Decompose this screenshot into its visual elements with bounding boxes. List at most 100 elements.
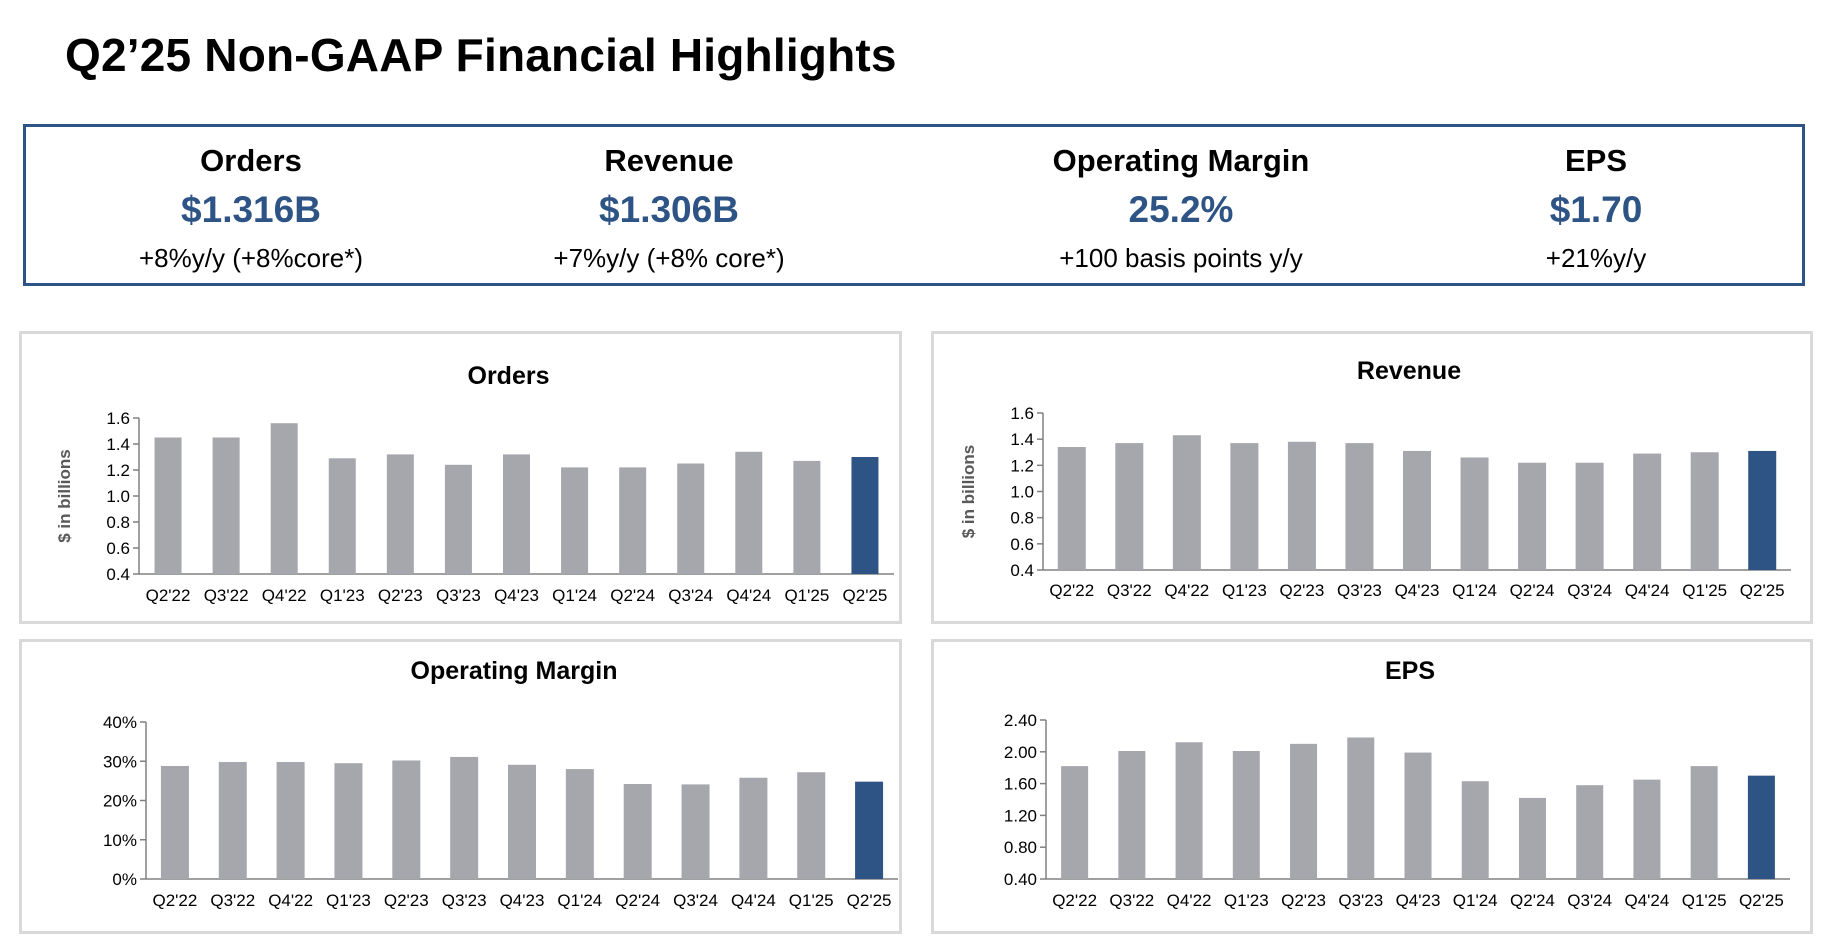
- eps-y-tick-label: 2.00: [1004, 743, 1037, 762]
- orders-y-tick-label: 0.8: [106, 513, 130, 532]
- kpi-summary-box: Orders $1.316B +8%y/y (+8%core*) Revenue…: [23, 124, 1805, 286]
- kpi-eps-change: +21%y/y: [1545, 243, 1647, 273]
- orders-bar-Q422: [270, 423, 298, 574]
- operating-margin-x-tick-label: Q2'22: [153, 891, 198, 910]
- operating-margin-bar-Q124: [565, 769, 594, 879]
- orders-x-tick-label: Q3'24: [668, 586, 713, 605]
- revenue-x-tick-label: Q2'24: [1510, 581, 1555, 600]
- orders-y-tick-label: 0.6: [106, 539, 130, 558]
- revenue-y-axis-label: $ in billions: [959, 445, 978, 539]
- eps-bar-Q323: [1347, 737, 1375, 879]
- orders-bar-Q423: [503, 454, 530, 574]
- revenue-x-tick-label: Q4'24: [1625, 581, 1670, 600]
- orders-x-tick-label: Q4'24: [726, 586, 771, 605]
- eps-x-tick-label: Q4'23: [1396, 891, 1441, 910]
- orders-bar-Q225: [851, 457, 879, 574]
- revenue-y-tick-label: 0.8: [1010, 509, 1034, 528]
- kpi-orders-value: $1.316B: [181, 189, 321, 230]
- eps-y-tick-label: 1.20: [1004, 806, 1037, 825]
- operating-margin-x-tick-label: Q1'23: [326, 891, 371, 910]
- orders-bar-Q224: [619, 467, 647, 574]
- kpi-revenue-label: Revenue: [604, 143, 734, 178]
- kpi-operating-margin-value: 25.2%: [1128, 189, 1234, 230]
- revenue-bar-Q222: [1057, 447, 1086, 570]
- orders-x-tick-label: Q2'25: [843, 586, 888, 605]
- revenue-x-tick-label: Q4'23: [1395, 581, 1440, 600]
- eps-y-tick-label: 2.40: [1004, 711, 1037, 730]
- orders-x-tick-label: Q2'24: [610, 586, 655, 605]
- orders-bar-Q223: [386, 454, 414, 574]
- orders-x-tick-label: Q1'24: [552, 586, 597, 605]
- orders-bar-Q323: [444, 464, 472, 574]
- eps-x-tick-label: Q4'24: [1625, 891, 1670, 910]
- revenue-x-tick-label: Q2'22: [1049, 581, 1094, 600]
- orders-x-tick-label: Q3'22: [204, 586, 249, 605]
- eps-bar-Q223: [1290, 743, 1318, 879]
- eps-x-tick-label: Q2'23: [1281, 891, 1326, 910]
- orders-bar-Q123: [328, 458, 356, 574]
- eps-bar-Q324: [1576, 785, 1604, 879]
- revenue-y-tick-label: 1.6: [1010, 404, 1034, 423]
- eps-x-tick-label: Q4'22: [1167, 891, 1212, 910]
- eps-x-tick-label: Q3'23: [1338, 891, 1383, 910]
- revenue-y-tick-label: 1.4: [1010, 430, 1034, 449]
- eps-bar-Q123: [1232, 751, 1260, 879]
- eps-bar-Q424: [1633, 779, 1661, 879]
- operating-margin-bar-Q424: [739, 777, 768, 879]
- eps-chart-panel: EPS 0.40 0.80 1.20 1.60 2.00 2.40 Q2'22 Q3'22 Q4'…: [931, 639, 1813, 934]
- kpi-orders: Orders $1.316B +8%y/y (+8%core*): [51, 127, 451, 274]
- operating-margin-chart-title: Operating Margin: [411, 657, 618, 685]
- revenue-x-tick-label: Q1'23: [1222, 581, 1267, 600]
- eps-y-tick-label: 0.80: [1004, 838, 1037, 857]
- revenue-bar-Q422: [1172, 435, 1201, 570]
- revenue-x-tick-label: Q3'23: [1337, 581, 1382, 600]
- operating-margin-bar-Q423: [508, 764, 536, 879]
- operating-margin-bar-Q422: [276, 762, 305, 879]
- revenue-y-tick-label: 0.6: [1010, 535, 1034, 554]
- eps-x-tick-label: Q2'24: [1510, 891, 1555, 910]
- revenue-bar-Q123: [1230, 443, 1259, 570]
- eps-x-tick-label: Q3'22: [1109, 891, 1154, 910]
- eps-bar-Q225: [1747, 775, 1775, 879]
- revenue-bar-Q125: [1690, 452, 1719, 570]
- revenue-x-tick-label: Q3'24: [1567, 581, 1612, 600]
- orders-y-tick-label: 1.0: [106, 487, 130, 506]
- orders-bar-Q222: [154, 437, 182, 574]
- orders-x-tick-label: Q1'25: [784, 586, 829, 605]
- operating-margin-chart-panel: Operating Margin 0% 10% 20% 30% 40% Q2'22 Q3'22…: [19, 639, 902, 934]
- operating-margin-bar-Q225: [855, 781, 884, 879]
- orders-bar-Q424: [735, 451, 763, 574]
- revenue-bar-Q324: [1575, 462, 1604, 570]
- orders-chart: Orders 0.4 0.6 0.8 1.0 1.2 1.4 1.6 $ in billions…: [55, 362, 894, 605]
- operating-margin-x-tick-label: Q2'24: [615, 891, 660, 910]
- orders-x-tick-label: Q4'22: [262, 586, 307, 605]
- eps-bar-Q423: [1404, 752, 1432, 879]
- revenue-chart: Revenue 0.4 0.6 0.8 1.0 1.2 1.4 1.6 $ in billion…: [959, 357, 1791, 600]
- orders-x-tick-label: Q2'22: [146, 586, 191, 605]
- operating-margin-y-tick-label: 30%: [103, 752, 137, 771]
- kpi-operating-margin: Operating Margin 25.2% +100 basis points…: [981, 127, 1381, 274]
- orders-chart-panel: Orders 0.4 0.6 0.8 1.0 1.2 1.4 1.6 $ in billions…: [19, 331, 902, 624]
- revenue-chart-title: Revenue: [1357, 357, 1461, 385]
- kpi-revenue-value: $1.306B: [599, 189, 739, 230]
- operating-margin-x-tick-label: Q2'23: [384, 891, 429, 910]
- eps-chart-title: EPS: [1385, 657, 1435, 685]
- operating-margin-x-tick-label: Q4'24: [731, 891, 776, 910]
- eps-x-tick-label: Q1'24: [1453, 891, 1498, 910]
- orders-x-tick-label: Q2'23: [378, 586, 423, 605]
- operating-margin-y-tick-label: 10%: [103, 831, 137, 850]
- revenue-bar-Q423: [1403, 450, 1431, 570]
- eps-bar-Q422: [1175, 742, 1203, 879]
- kpi-eps-value: $1.70: [1549, 189, 1643, 230]
- kpi-orders-label: Orders: [200, 143, 302, 178]
- eps-x-tick-label: Q2'25: [1739, 891, 1784, 910]
- operating-margin-bar-Q322: [218, 762, 247, 879]
- revenue-bar-Q223: [1287, 441, 1316, 570]
- operating-margin-x-tick-label: Q3'23: [442, 891, 487, 910]
- kpi-eps: EPS $1.70 +21%y/y: [1396, 127, 1796, 274]
- revenue-bar-Q424: [1633, 453, 1662, 570]
- eps-x-tick-label: Q1'25: [1682, 891, 1727, 910]
- revenue-y-tick-label: 1.2: [1010, 456, 1034, 475]
- operating-margin-bar-Q223: [392, 760, 421, 879]
- operating-margin-y-tick-label: 0%: [112, 870, 137, 889]
